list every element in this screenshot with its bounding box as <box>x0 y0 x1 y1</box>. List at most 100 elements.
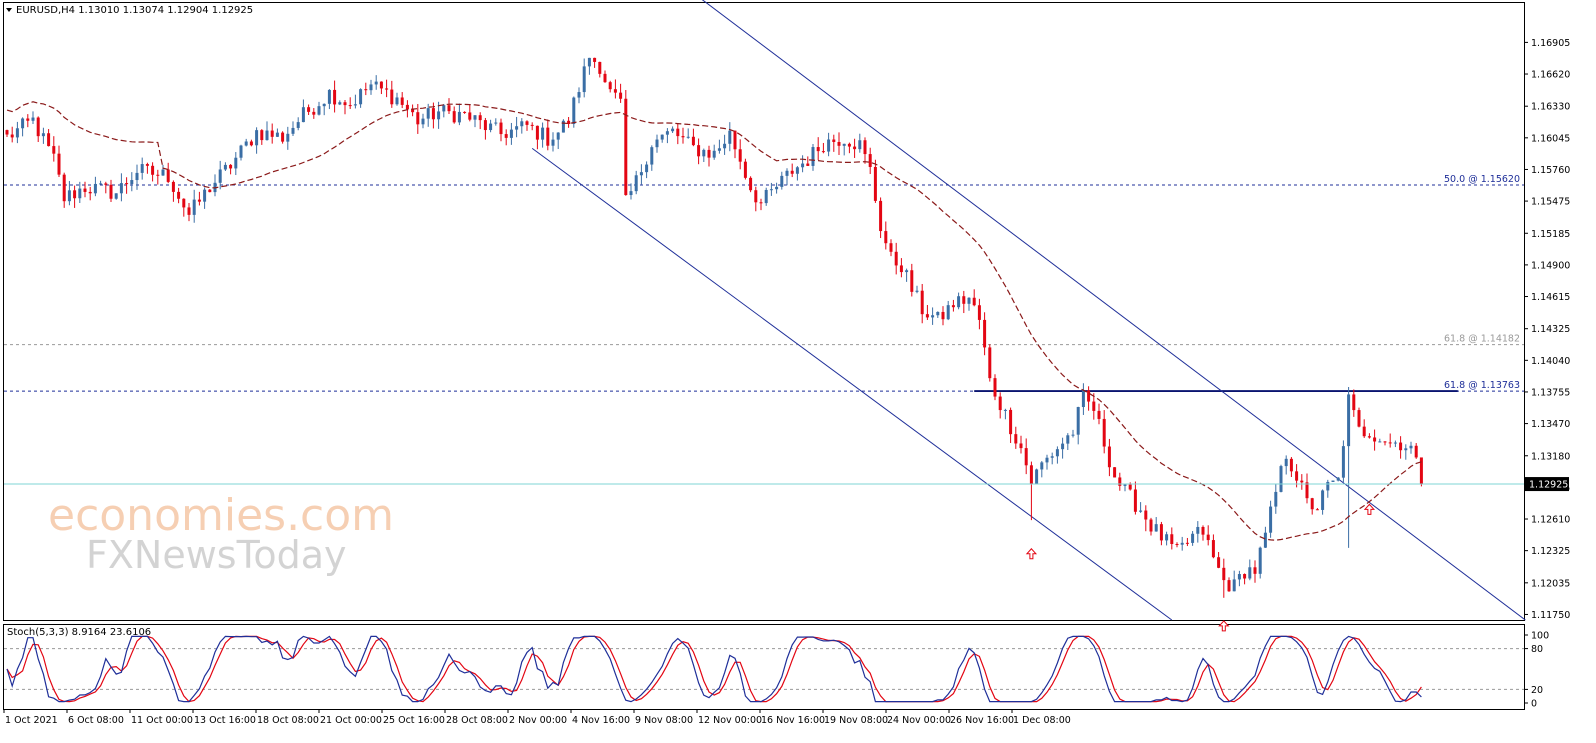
candle-body <box>442 105 446 112</box>
candle-body <box>577 92 581 98</box>
candle-body <box>1263 532 1267 548</box>
candle-body <box>535 125 539 140</box>
candle-body <box>858 140 862 150</box>
candle-body <box>426 108 430 119</box>
candle-body <box>691 136 695 146</box>
candle-body <box>775 186 779 190</box>
candle-body <box>1419 457 1423 485</box>
candle-body <box>244 141 248 146</box>
stoch-tick-label: 20 <box>1531 685 1543 696</box>
candle-body <box>1248 567 1252 579</box>
candle-body <box>619 92 623 99</box>
candle-body <box>868 154 872 167</box>
candle-body <box>546 127 550 146</box>
candle-body <box>1362 426 1366 437</box>
current-price-label: 1.12925 <box>1529 480 1568 491</box>
candle-body <box>1388 442 1392 444</box>
y-tick-label: 1.14040 <box>1531 356 1570 367</box>
candle-body <box>842 143 846 146</box>
x-tick-label: 19 Nov 08:00 <box>824 715 888 726</box>
candle-body <box>494 122 498 124</box>
candle-body <box>478 115 482 121</box>
y-tick-label: 1.14325 <box>1531 324 1570 335</box>
candle-body <box>681 136 685 138</box>
candle-body <box>697 145 701 157</box>
candle-body <box>1029 465 1033 484</box>
candle-body <box>457 111 461 123</box>
candle-body <box>369 84 373 91</box>
candle-body <box>1009 409 1013 435</box>
candle-body <box>343 102 347 106</box>
candle-body <box>104 183 108 185</box>
candle-body <box>1045 457 1049 463</box>
candle-body <box>1222 567 1226 581</box>
candle-body <box>1232 579 1236 592</box>
candle-body <box>291 127 295 134</box>
candle-body <box>665 131 669 135</box>
candle-body <box>879 200 883 232</box>
candle-body <box>738 149 742 162</box>
candle-body <box>905 270 909 273</box>
candle-body <box>837 142 841 146</box>
candle-body <box>1159 524 1163 541</box>
candle-body <box>1300 480 1304 483</box>
candle-body <box>1133 489 1137 512</box>
candlesticks <box>5 57 1423 598</box>
candle-body <box>541 127 545 140</box>
stoch-panel-frame <box>3 624 1525 710</box>
candle-body <box>743 161 747 178</box>
candle-body <box>1003 409 1007 411</box>
candle-body <box>1295 471 1299 481</box>
candle-body <box>301 107 305 123</box>
x-tick-label: 1 Dec 08:00 <box>1013 715 1071 726</box>
candle-body <box>509 129 513 138</box>
candle-body <box>1076 407 1080 435</box>
candle-body <box>941 311 945 320</box>
y-tick-label: 1.11750 <box>1531 610 1570 621</box>
symbol-dropdown-icon[interactable] <box>6 8 12 12</box>
candle-body <box>52 146 56 154</box>
candle-body <box>109 184 113 199</box>
y-tick-label: 1.16905 <box>1531 38 1570 49</box>
candle-body <box>21 118 25 129</box>
candle-body <box>483 120 487 131</box>
up-arrow-icon <box>1363 503 1376 515</box>
candle-body <box>608 82 612 90</box>
candle-body <box>1367 436 1371 438</box>
candle-body <box>827 139 831 152</box>
candle-body <box>593 57 597 62</box>
candle-body <box>171 181 175 192</box>
candle-body <box>972 297 976 306</box>
candle-body <box>1180 542 1184 545</box>
candle-body <box>327 89 331 104</box>
y-tick-label: 1.14900 <box>1531 260 1570 271</box>
candle-body <box>899 265 903 273</box>
candle-body <box>255 130 259 146</box>
candle-body <box>707 149 711 158</box>
candle-body <box>359 89 363 105</box>
x-tick-label: 16 Nov 16:00 <box>761 715 825 726</box>
candle-body <box>99 183 103 185</box>
candle-body <box>993 378 997 397</box>
fib-levels: 50.0 @ 1.15620 61.8 @ 1.14182 61.8 @ 1.137… <box>4 174 1524 392</box>
candle-body <box>73 190 77 199</box>
candle-body <box>411 109 415 113</box>
candle-body <box>1050 456 1054 458</box>
candle-body <box>1092 401 1096 411</box>
candle-body <box>1341 446 1345 478</box>
candle-body <box>156 174 160 176</box>
candle-body <box>447 105 451 112</box>
y-tick-label: 1.12035 <box>1531 578 1570 589</box>
candle-body <box>572 97 576 125</box>
stoch-main-line <box>6 635 1422 703</box>
candle-body <box>847 143 851 147</box>
candle-body <box>1071 434 1075 436</box>
y-tick-label: 1.14615 <box>1531 292 1570 303</box>
candle-body <box>962 296 966 304</box>
current-price-box <box>1525 477 1569 492</box>
candle-body <box>1331 480 1335 482</box>
candle-body <box>551 139 555 146</box>
candle-body <box>312 111 316 115</box>
candle-body <box>468 112 472 120</box>
candle-body <box>15 128 19 138</box>
